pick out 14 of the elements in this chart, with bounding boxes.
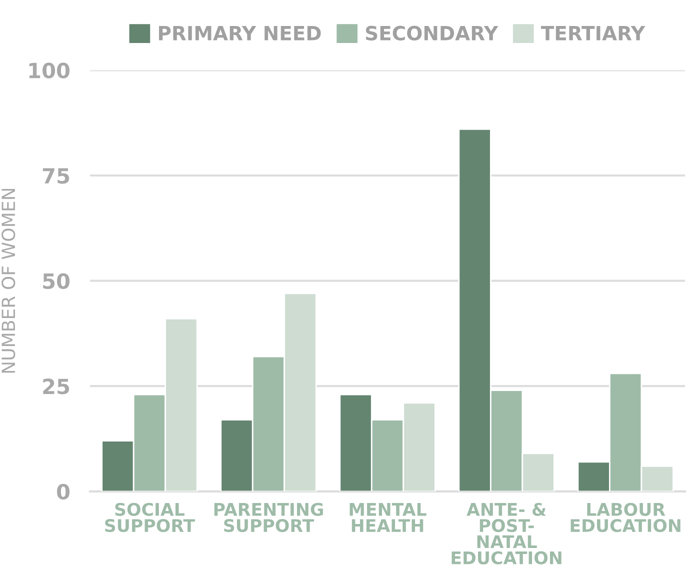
y-tick-label: 25 [43, 378, 70, 394]
x-tick-label: PARENTING SUPPORT [214, 502, 323, 532]
x-tick-label: ANTE- & POST- NATAL EDUCATION [452, 502, 562, 564]
y-tick-label: 0 [57, 484, 70, 500]
x-tick-label: LABOUR EDUCATION [570, 502, 680, 532]
legend-label: SECONDARY [366, 26, 498, 41]
legend-label: PRIMARY NEED [158, 26, 321, 40]
y-axis-title: NUMBER OF WOMEN [2, 188, 16, 373]
legend-label: TERTIARY [540, 26, 646, 40]
y-tick-label: 100 [29, 62, 70, 78]
y-tick-label: 75 [42, 168, 70, 184]
x-tick-label: MENTAL HEALTH [350, 503, 426, 532]
x-tick-label: SOCIAL SUPPORT [105, 502, 195, 532]
y-tick-label: 50 [43, 273, 70, 290]
